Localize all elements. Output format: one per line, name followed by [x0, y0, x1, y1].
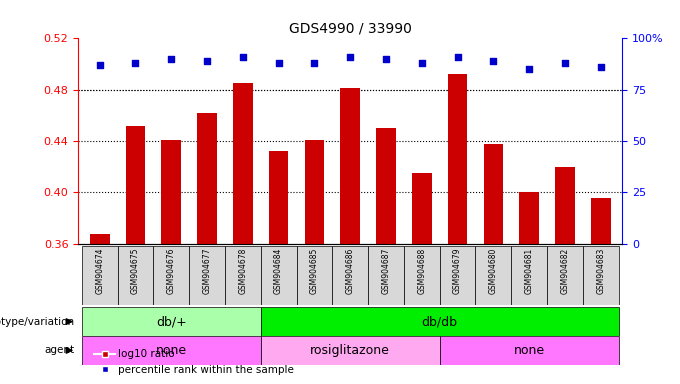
Bar	[118, 246, 154, 305]
Bar	[376, 128, 396, 244]
Point	[201, 58, 212, 64]
Point	[560, 60, 571, 66]
Bar	[154, 246, 189, 305]
Bar	[260, 307, 619, 336]
Bar	[447, 74, 467, 244]
Bar	[82, 307, 260, 336]
Point	[130, 60, 141, 66]
Bar	[483, 144, 503, 244]
Bar	[189, 246, 225, 305]
Text: none: none	[513, 344, 545, 357]
Bar	[126, 126, 146, 244]
Point	[273, 60, 284, 66]
Bar	[412, 173, 432, 244]
Point	[488, 58, 499, 64]
Bar	[511, 246, 547, 305]
Text: GSM904682: GSM904682	[560, 248, 569, 294]
Bar	[591, 198, 611, 244]
Bar	[260, 246, 296, 305]
Bar	[555, 167, 575, 244]
Bar	[233, 83, 253, 244]
Legend: log10 ratio, percentile rank within the sample: log10 ratio, percentile rank within the …	[90, 345, 299, 379]
Bar	[547, 246, 583, 305]
Text: db/db: db/db	[422, 315, 458, 328]
Bar	[225, 246, 260, 305]
Point	[524, 66, 534, 72]
Bar	[404, 246, 440, 305]
Text: GSM904683: GSM904683	[596, 248, 605, 294]
Text: GSM904680: GSM904680	[489, 248, 498, 294]
Bar	[161, 140, 181, 244]
Bar	[296, 246, 333, 305]
Text: GSM904686: GSM904686	[345, 248, 355, 294]
Text: genotype/variation: genotype/variation	[0, 316, 75, 327]
Bar	[368, 246, 404, 305]
Text: GSM904676: GSM904676	[167, 248, 175, 294]
Point	[309, 60, 320, 66]
Text: GSM904681: GSM904681	[525, 248, 534, 294]
Bar	[197, 113, 217, 244]
Bar	[260, 336, 440, 365]
Text: rosiglitazone: rosiglitazone	[310, 344, 390, 357]
Text: GSM904677: GSM904677	[203, 248, 211, 294]
Title: GDS4990 / 33990: GDS4990 / 33990	[289, 22, 411, 36]
Bar	[583, 246, 619, 305]
Text: GSM904688: GSM904688	[418, 248, 426, 294]
Point	[416, 60, 427, 66]
Bar	[333, 246, 368, 305]
Bar	[341, 88, 360, 244]
Text: GSM904675: GSM904675	[131, 248, 140, 294]
Point	[166, 56, 177, 62]
Text: GSM904679: GSM904679	[453, 248, 462, 294]
Point	[95, 62, 105, 68]
Bar	[82, 246, 118, 305]
Text: none: none	[156, 344, 187, 357]
Point	[237, 54, 248, 60]
Bar	[440, 246, 475, 305]
Bar	[305, 140, 324, 244]
Text: GSM904674: GSM904674	[95, 248, 104, 294]
Bar	[82, 336, 260, 365]
Bar	[440, 336, 619, 365]
Bar	[475, 246, 511, 305]
Text: GSM904685: GSM904685	[310, 248, 319, 294]
Point	[381, 56, 392, 62]
Text: GSM904684: GSM904684	[274, 248, 283, 294]
Text: GSM904678: GSM904678	[238, 248, 248, 294]
Bar	[269, 151, 288, 244]
Bar	[90, 233, 109, 244]
Bar	[520, 192, 539, 244]
Text: db/+: db/+	[156, 315, 186, 328]
Point	[452, 54, 463, 60]
Text: GSM904687: GSM904687	[381, 248, 390, 294]
Point	[595, 64, 606, 70]
Point	[345, 54, 356, 60]
Text: agent: agent	[45, 345, 75, 356]
